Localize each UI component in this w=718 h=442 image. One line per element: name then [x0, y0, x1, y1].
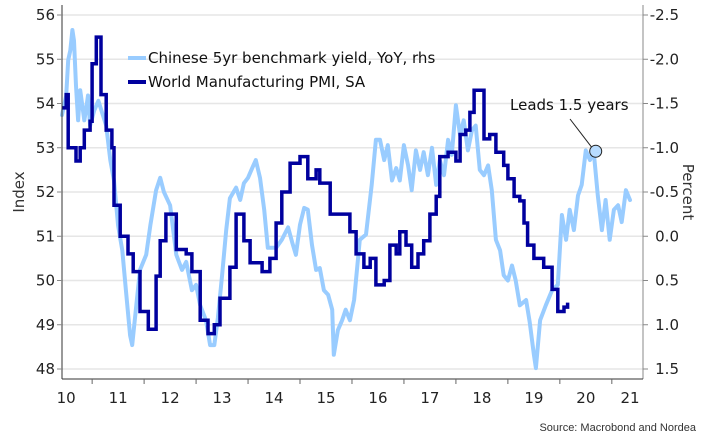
yield-series: [60, 28, 632, 371]
left-axis-title: Index: [10, 171, 28, 212]
x-tick-label: 16: [368, 389, 387, 407]
x-axis-ticks: 10 11 12 13 14 15 16 17 18 19 20 21: [57, 379, 640, 407]
x-tick-label: 18: [472, 389, 491, 407]
left-tick-label: 52: [36, 183, 55, 201]
left-tick-label: 54: [36, 95, 55, 113]
right-tick-label: -1.0: [650, 139, 679, 157]
annotation-marker: [589, 144, 603, 158]
left-tick-label: 53: [36, 139, 55, 157]
x-tick-label: 11: [109, 389, 128, 407]
right-axis-ticks: -2.5 -2.0 -1.5 -1.0 -0.5 0.0 0.5 1.0 1.5: [643, 6, 679, 378]
source-note: Source: Macrobond and Nordea: [539, 422, 696, 434]
annotation: Leads 1.5 years: [510, 96, 629, 158]
legend-label-pmi: World Manufacturing PMI, SA: [148, 73, 366, 91]
x-tick-label: 17: [420, 389, 439, 407]
legend: Chinese 5yr benchmark yield, YoY, rhs Wo…: [128, 49, 435, 91]
yield-line: [60, 28, 632, 371]
right-tick-label: -1.5: [650, 95, 679, 113]
left-tick-label: 55: [36, 50, 55, 68]
x-tick-label: 21: [620, 389, 639, 407]
right-axis-title: Percent: [679, 164, 697, 221]
annotation-leader-line: [569, 118, 593, 148]
pmi-series: [62, 35, 570, 336]
right-tick-label: 0.5: [655, 272, 679, 290]
right-tick-label: 1.0: [655, 316, 679, 334]
x-tick-label: 10: [57, 389, 76, 407]
left-tick-label: 56: [36, 6, 55, 24]
left-tick-label: 50: [36, 272, 55, 290]
left-tick-label: 49: [36, 316, 55, 334]
gridlines: [62, 14, 643, 370]
annotation-text: Leads 1.5 years: [510, 96, 629, 114]
left-tick-label: 48: [36, 360, 55, 378]
right-tick-label: -2.0: [650, 50, 679, 68]
legend-label-yield: Chinese 5yr benchmark yield, YoY, rhs: [148, 49, 435, 67]
x-tick-label: 15: [316, 389, 335, 407]
right-tick-label: 0.0: [655, 227, 679, 245]
x-tick-label: 14: [264, 389, 283, 407]
x-tick-label: 20: [576, 389, 595, 407]
pmi-line: [62, 35, 570, 336]
left-axis-ticks: 48 49 50 51 52 53 54 55 56: [36, 6, 62, 378]
right-tick-label: 1.5: [655, 360, 679, 378]
left-tick-label: 51: [36, 227, 55, 245]
x-tick-label: 12: [161, 389, 180, 407]
right-tick-label: -0.5: [650, 183, 679, 201]
x-tick-label: 19: [524, 389, 543, 407]
x-tick-label: 13: [213, 389, 232, 407]
right-tick-label: -2.5: [650, 6, 679, 24]
